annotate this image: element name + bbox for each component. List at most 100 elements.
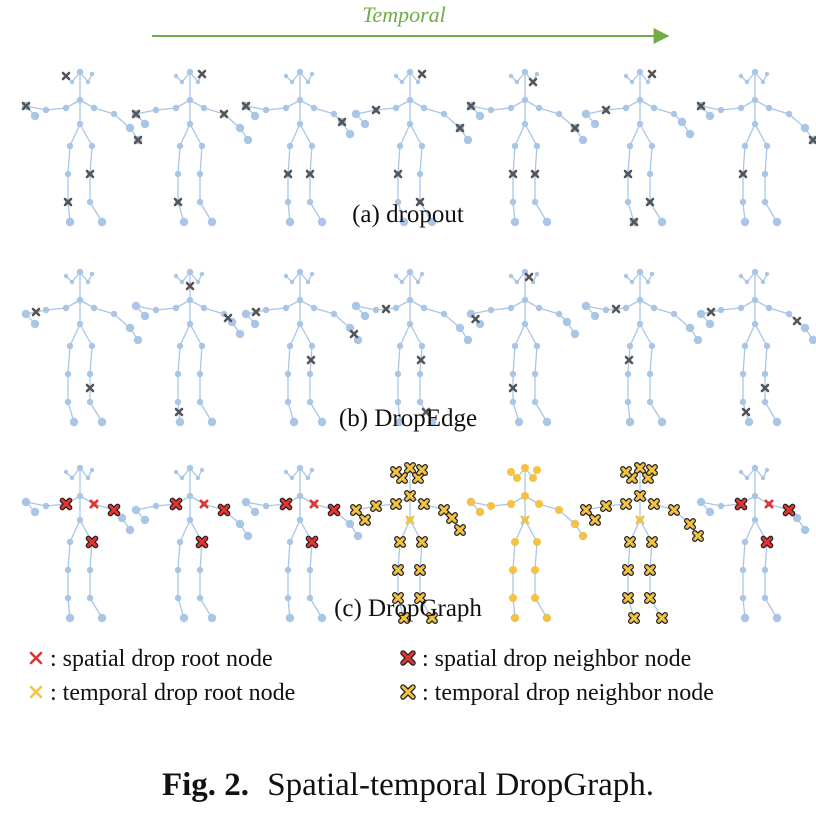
spatial-root-mark bbox=[309, 499, 319, 509]
joint bbox=[195, 79, 201, 85]
joint bbox=[152, 106, 160, 114]
bone bbox=[764, 145, 768, 175]
joint bbox=[243, 135, 253, 145]
joint bbox=[110, 110, 118, 118]
joint bbox=[761, 566, 769, 574]
temporal-dropped-joint bbox=[533, 466, 541, 474]
joint bbox=[85, 475, 91, 481]
joint bbox=[289, 79, 295, 85]
bone bbox=[512, 541, 516, 571]
dropedge-mark bbox=[381, 304, 391, 314]
joint bbox=[310, 104, 318, 112]
joint bbox=[42, 306, 50, 314]
bone bbox=[649, 345, 653, 375]
joint bbox=[305, 79, 311, 85]
temporal-neighbor-mark bbox=[394, 536, 406, 548]
joint bbox=[763, 142, 771, 150]
joint bbox=[296, 120, 304, 128]
joint bbox=[282, 304, 290, 312]
joint bbox=[85, 79, 91, 85]
temporal-neighbor-mark bbox=[656, 612, 668, 624]
joint bbox=[152, 502, 160, 510]
joint bbox=[808, 335, 816, 345]
dropedge-mark bbox=[85, 383, 95, 393]
bone bbox=[512, 345, 516, 375]
dropedge-mark bbox=[416, 355, 426, 365]
bone bbox=[203, 107, 225, 115]
joint bbox=[509, 198, 517, 206]
joint bbox=[66, 342, 74, 350]
temporal-neighbor-mark bbox=[454, 524, 466, 536]
bone bbox=[265, 307, 287, 311]
joint bbox=[764, 71, 770, 77]
joint bbox=[140, 119, 150, 129]
joint bbox=[636, 120, 644, 128]
caption-dropgraph: (c) DropGraph bbox=[334, 595, 482, 622]
joint bbox=[283, 273, 289, 279]
joint bbox=[581, 109, 591, 119]
joint bbox=[186, 68, 194, 76]
joint bbox=[463, 335, 473, 345]
bone bbox=[742, 345, 746, 375]
bone bbox=[399, 123, 411, 147]
joint bbox=[86, 370, 94, 378]
joint bbox=[174, 170, 182, 178]
joint bbox=[535, 304, 543, 312]
joint bbox=[97, 217, 107, 227]
figure-caption-text: Spatial-temporal DropGraph. bbox=[267, 767, 654, 803]
joint bbox=[285, 217, 295, 227]
bone bbox=[639, 323, 653, 347]
joint bbox=[399, 79, 405, 85]
joint bbox=[305, 475, 311, 481]
dropedge-mark bbox=[741, 407, 751, 417]
joint bbox=[622, 104, 630, 112]
dropout-mark bbox=[530, 169, 540, 179]
joint bbox=[179, 475, 185, 481]
joint bbox=[250, 111, 260, 121]
joint bbox=[761, 370, 769, 378]
joint bbox=[360, 311, 370, 321]
temporal-neighbor-mark bbox=[392, 564, 404, 576]
bone bbox=[313, 107, 335, 115]
joint bbox=[535, 104, 543, 112]
temporal-dropped-joint bbox=[521, 464, 529, 472]
joint bbox=[418, 342, 426, 350]
joint bbox=[739, 198, 747, 206]
joint bbox=[751, 464, 759, 472]
joint bbox=[317, 217, 327, 227]
joint bbox=[196, 198, 204, 206]
bone bbox=[720, 107, 742, 111]
row-dropedge bbox=[21, 268, 816, 427]
joint bbox=[174, 370, 182, 378]
joint bbox=[296, 492, 304, 500]
spatial-root-mark bbox=[764, 499, 774, 509]
joint bbox=[42, 502, 50, 510]
joint bbox=[306, 370, 314, 378]
joint bbox=[86, 198, 94, 206]
dropout-mark bbox=[415, 197, 425, 207]
temporal-dropped-joint bbox=[487, 502, 495, 510]
row-dropgraph bbox=[21, 462, 810, 624]
joint bbox=[744, 475, 750, 481]
joint bbox=[399, 279, 405, 285]
joint bbox=[406, 296, 414, 304]
joint bbox=[440, 310, 448, 318]
joint bbox=[636, 296, 644, 304]
joint bbox=[186, 320, 194, 328]
temporal-neighbor-mark bbox=[446, 512, 458, 524]
spatial-neighbor-mark bbox=[760, 535, 774, 549]
joint bbox=[509, 370, 517, 378]
temporal-neighbor-mark bbox=[390, 498, 402, 510]
joint bbox=[76, 464, 84, 472]
joint bbox=[65, 217, 75, 227]
joint bbox=[761, 594, 769, 602]
bone bbox=[649, 145, 653, 175]
joint bbox=[542, 217, 552, 227]
joint bbox=[175, 417, 185, 427]
joint bbox=[296, 296, 304, 304]
dropedge-mark bbox=[760, 383, 770, 393]
joint bbox=[657, 217, 667, 227]
joint bbox=[738, 469, 744, 475]
joint bbox=[284, 198, 292, 206]
joint bbox=[677, 117, 687, 127]
